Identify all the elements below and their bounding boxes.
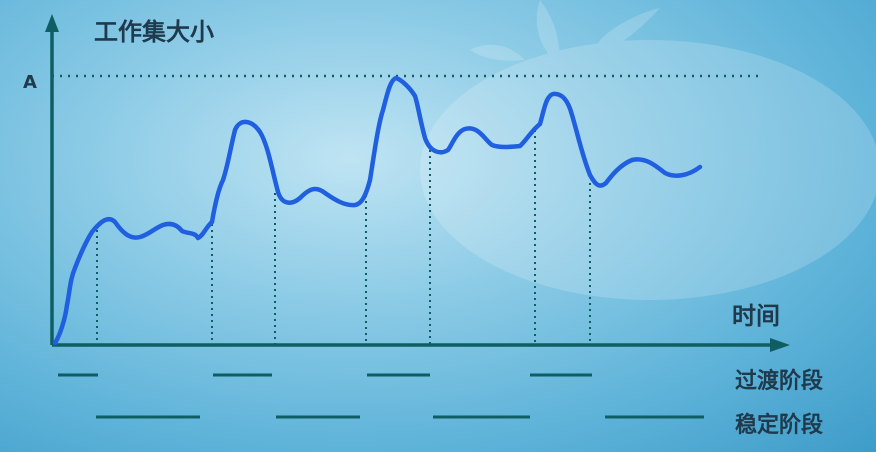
legend-transition-label: 过渡阶段	[735, 369, 824, 394]
x-axis-arrow-icon	[770, 338, 790, 352]
y-axis-arrow-icon	[45, 14, 59, 32]
x-axis-label: 时间	[732, 302, 780, 330]
y-axis-label: 工作集大小	[94, 18, 214, 46]
axes	[50, 30, 775, 347]
legend-stable-label: 稳定阶段	[735, 413, 824, 438]
working-set-curve	[52, 75, 703, 346]
phase-boundaries	[96, 130, 591, 345]
background-splash	[420, 0, 876, 300]
peak-marker-label: A	[23, 72, 37, 93]
